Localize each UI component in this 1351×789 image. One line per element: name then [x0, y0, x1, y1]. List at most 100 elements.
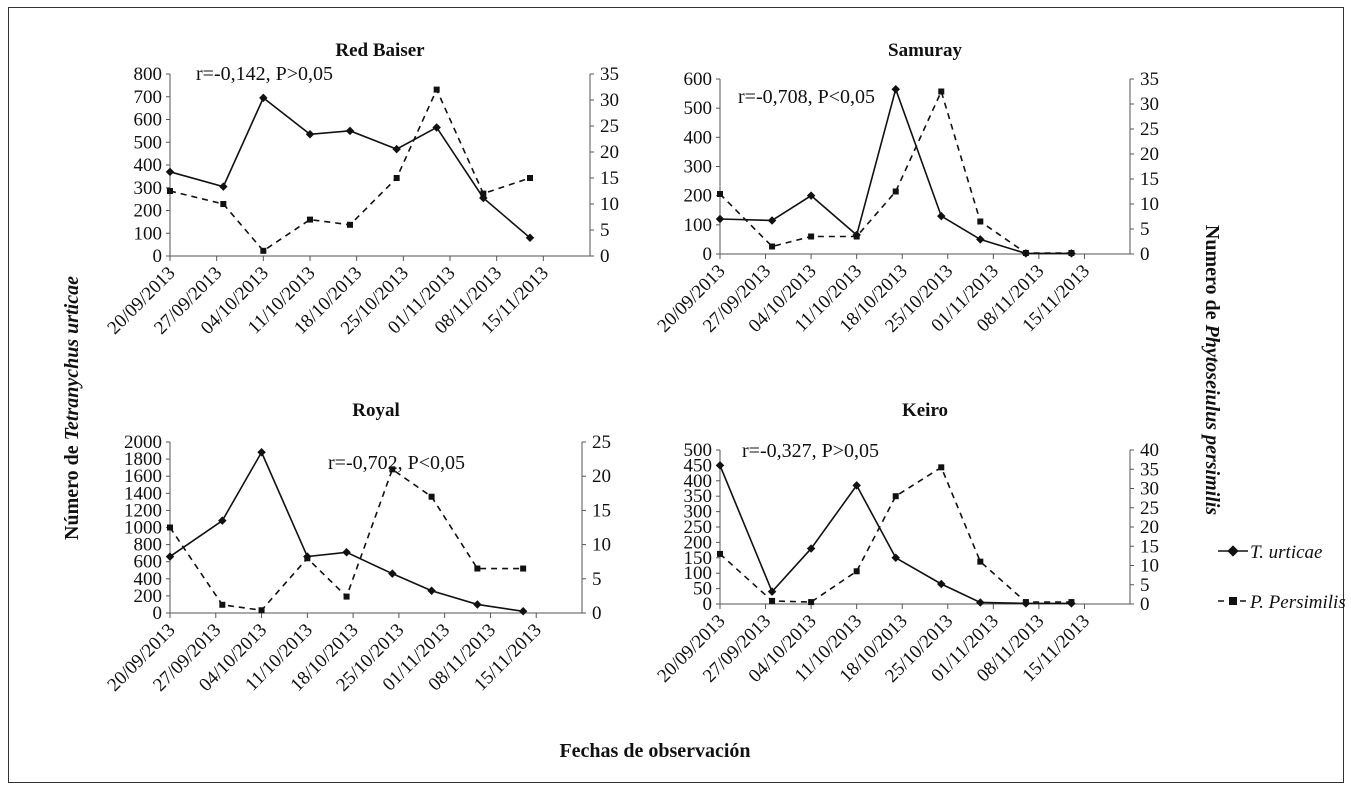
y-tick-label-right: 30 [1140, 479, 1159, 500]
y-tick-label-left: 300 [684, 157, 713, 178]
point-t-urticae [937, 211, 946, 221]
correlation-annotation-red-baiser: r=-0,142, P>0,05 [196, 63, 333, 85]
y-tick-label-right: 30 [1140, 94, 1159, 115]
y-tick-label-right: 0 [1140, 244, 1150, 265]
y-tick-label-right: 0 [592, 603, 602, 624]
point-t-urticae [976, 235, 985, 244]
point-p-persimilis [977, 218, 984, 225]
y-tick-label-left: 400 [134, 569, 163, 590]
y-tick-label-right: 35 [600, 64, 619, 85]
point-p-persimilis [853, 568, 860, 575]
y-tick-label-right: 35 [1140, 459, 1159, 480]
point-t-urticae [891, 84, 900, 94]
panel-title-keiro: Keiro [902, 400, 948, 421]
y-tick-label-left: 0 [703, 244, 713, 265]
point-t-urticae [427, 586, 436, 596]
series-line-t-urticae-keiro [719, 465, 1072, 605]
legend-label-t-urticae: T. urticae [1250, 542, 1322, 563]
y-tick-label-left: 500 [134, 132, 163, 153]
point-t-urticae [806, 544, 816, 553]
y-tick-label-right: 10 [600, 194, 619, 215]
y-tick-label-right: 0 [1140, 594, 1150, 615]
y-tick-label-left: 50 [693, 579, 712, 600]
y-tick-label-left: 500 [684, 98, 713, 119]
y-tick-label-right: 10 [1140, 194, 1159, 215]
point-p-persimilis [258, 607, 265, 614]
series-line-t-urticae-royal [169, 450, 524, 613]
x-axis-title: Fechas de observación [559, 740, 750, 762]
point-t-urticae [257, 448, 266, 457]
y-tick-label-left: 0 [703, 594, 713, 615]
y-tick-label-left: 1600 [124, 466, 162, 487]
point-p-persimilis [717, 191, 723, 197]
y-tick-label-left: 500 [684, 440, 713, 461]
point-p-persimilis [1022, 599, 1029, 606]
point-p-persimilis [1068, 250, 1075, 256]
point-p-persimilis [304, 555, 311, 562]
y-tick-label-left: 100 [134, 223, 163, 244]
y-tick-label-left: 100 [684, 215, 713, 236]
y-tick-label-left: 300 [134, 178, 163, 199]
point-p-persimilis [853, 233, 860, 240]
point-p-persimilis [892, 493, 899, 500]
point-p-persimilis [389, 466, 396, 473]
y-tick-label-left: 0 [153, 246, 163, 267]
point-t-urticae [715, 461, 725, 470]
point-t-urticae [305, 130, 315, 139]
point-p-persimilis [433, 86, 440, 93]
y-tick-label-left: 200 [684, 186, 713, 207]
point-p-persimilis [343, 593, 350, 600]
y-tick-label-right: 5 [592, 569, 602, 590]
y-tick-label-left: 200 [134, 586, 163, 607]
y-tick-label-right: 20 [1140, 517, 1159, 538]
point-t-urticae [473, 600, 482, 609]
y-tick-label-left: 450 [684, 455, 713, 476]
point-t-urticae [937, 579, 946, 589]
legend-marker-p-persimilis [1229, 597, 1237, 605]
panel-title-samuray: Samuray [888, 40, 962, 61]
point-p-persimilis [167, 188, 173, 194]
point-p-persimilis [977, 558, 984, 565]
y-tick-label-left: 0 [153, 603, 163, 624]
panel-title-red-baiser: Red Baiser [335, 40, 425, 61]
y-tick-label-left: 350 [684, 486, 713, 507]
point-t-urticae [388, 569, 397, 578]
series-line-p-persimilis-keiro [719, 466, 1072, 603]
y-tick-label-left: 600 [134, 110, 163, 131]
series-line-t-urticae-samuray [719, 86, 1072, 255]
y-tick-label-right: 20 [600, 142, 619, 163]
y-tick-label-left: 600 [134, 552, 163, 573]
y-tick-label-right: 0 [600, 246, 610, 267]
correlation-annotation-keiro: r=-0,327, P>0,05 [742, 440, 879, 462]
left-axis-title: Número de Tetranychus urticae [61, 276, 83, 540]
left-axis-title-prefix: Número de [61, 440, 83, 540]
y-tick-label-left: 300 [684, 502, 713, 523]
point-p-persimilis [474, 565, 481, 572]
point-p-persimilis [769, 597, 776, 604]
y-tick-label-right: 25 [600, 116, 619, 137]
point-p-persimilis [520, 565, 527, 572]
point-p-persimilis [938, 88, 945, 95]
point-t-urticae [219, 182, 228, 191]
y-tick-label-right: 15 [592, 500, 611, 521]
point-p-persimilis [808, 233, 815, 240]
point-p-persimilis [938, 464, 945, 471]
y-tick-label-left: 800 [134, 64, 163, 85]
legend-marker-t-urticae [1227, 545, 1239, 557]
legend: T. urticae P. Persimilis [1218, 542, 1346, 613]
point-t-urticae [767, 587, 777, 596]
point-t-urticae [392, 144, 401, 154]
point-t-urticae [342, 548, 351, 557]
y-tick-label-right: 15 [1140, 536, 1159, 557]
point-t-urticae [767, 216, 777, 225]
point-p-persimilis [1022, 250, 1029, 256]
y-tick-label-right: 5 [600, 220, 610, 241]
right-axis-title-prefix: Numero de [1201, 225, 1223, 325]
y-tick-label-left: 200 [134, 201, 163, 222]
point-t-urticae [852, 481, 861, 490]
